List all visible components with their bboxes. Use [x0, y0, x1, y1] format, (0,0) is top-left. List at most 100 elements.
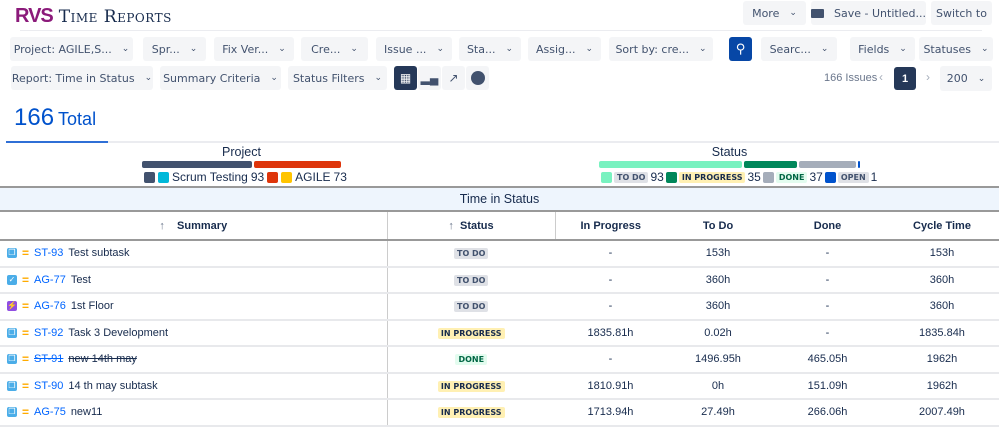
filter-dropdown[interactable]: Spr... ⌄ — [143, 37, 206, 61]
status-bar-segment — [743, 161, 798, 168]
to-do-time: 27.49h — [666, 399, 770, 427]
status-lozenge: DONE — [455, 354, 488, 366]
next-page-icon[interactable]: › — [926, 70, 930, 84]
search-filter-label: Searc... — [769, 42, 811, 56]
chevron-down-icon: ⌄ — [820, 44, 829, 54]
in-progress-time: - — [555, 293, 666, 321]
in-progress-time: 1835.81h — [555, 319, 666, 347]
priority-medium-icon: = — [22, 272, 30, 287]
subtask-type-icon: ❐ — [7, 327, 17, 338]
table-row[interactable]: ✓ = AG-77 Test TO DO - 360h - 360h — [0, 266, 999, 294]
project-name: Scrum Testing — [172, 170, 248, 184]
legend-swatch — [601, 171, 612, 183]
more-button[interactable]: More ⌄ — [743, 1, 806, 25]
col-status[interactable]: ↑ Status — [387, 211, 556, 241]
issue-key-link[interactable]: ST-90 — [34, 379, 64, 392]
switch-to-button[interactable]: Switch to — [931, 1, 992, 25]
prev-page-icon[interactable]: ‹ — [879, 70, 883, 84]
col-done[interactable]: Done — [770, 211, 885, 241]
search-icon: ⚲ — [735, 41, 746, 57]
status-filters-dropdown[interactable]: Status Filters ⌄ — [288, 66, 387, 90]
issue-key-link[interactable]: ST-91 — [34, 353, 64, 366]
priority-medium-icon: = — [22, 325, 30, 340]
col-summary[interactable]: ↑ Summary — [0, 211, 388, 241]
done-time: - — [770, 319, 885, 347]
epic-type-icon: ⚡ — [7, 301, 17, 312]
issue-summary: new 14th may — [68, 353, 137, 366]
legend-swatch — [267, 171, 279, 183]
issue-summary: Test — [70, 273, 91, 286]
issue-key-link[interactable]: ST-92 — [34, 326, 64, 339]
col-to-do[interactable]: To Do — [666, 211, 770, 241]
issue-key-link[interactable]: AG-75 — [34, 406, 66, 419]
col-status-label: Status — [460, 219, 494, 232]
to-do-time: 360h — [666, 266, 770, 294]
to-do-time: 0h — [666, 372, 770, 400]
issue-key-link[interactable]: AG-77 — [34, 273, 66, 286]
chevron-down-icon: ⌄ — [144, 73, 153, 83]
filter-dropdown[interactable]: Assig... ⌄ — [528, 37, 601, 61]
priority-medium-icon: = — [22, 405, 30, 420]
current-page[interactable]: 1 — [894, 67, 916, 90]
summary-criteria-dropdown[interactable]: Summary Criteria ⌄ — [160, 66, 281, 90]
status-bar-segment — [799, 161, 856, 168]
chevron-down-icon: ⌄ — [789, 8, 797, 18]
table-row[interactable]: ❐ = AG-75 new11 IN PROGRESS 1713.94h 27.49h… — [0, 399, 999, 427]
cycle-time: 1962h — [885, 346, 999, 374]
statuses-dropdown[interactable]: Statuses ⌄ — [919, 37, 993, 61]
save-button[interactable]: Save - Untitled... — [811, 1, 926, 25]
filter-dropdown[interactable]: Issue ... ⌄ — [376, 37, 452, 61]
table-row[interactable]: ⚡ = AG-76 1st Floor TO DO - 360h - 360h — [0, 293, 999, 321]
col-summary-label: Summary — [177, 219, 228, 232]
total-tab[interactable]: 166 Total — [14, 104, 96, 132]
table-row[interactable]: ❐ = ST-93 Test subtask TO DO - 153h - 153h — [0, 240, 999, 268]
report-dropdown[interactable]: Report: Time in Status ⌄ — [11, 66, 153, 90]
filter-dropdown[interactable]: Cre... ⌄ — [301, 37, 368, 61]
table-row[interactable]: ❐ = ST-91 new 14th may DONE - 1496.95h 465.… — [0, 346, 999, 374]
issue-summary: 1st Floor — [70, 300, 114, 313]
status-summary-title: Status — [711, 145, 748, 159]
col-in-progress[interactable]: In Progress — [555, 211, 666, 241]
chevron-down-icon: ⌄ — [374, 73, 383, 83]
priority-medium-icon: = — [22, 352, 30, 367]
to-do-time: 0.02h — [666, 319, 770, 347]
table-row[interactable]: ❐ = ST-90 14 th may subtask IN PROGRESS 181… — [0, 372, 999, 400]
task-type-icon: ✓ — [7, 274, 17, 285]
statuses-label: Statuses — [923, 42, 971, 56]
chevron-down-icon: ⌄ — [899, 44, 907, 54]
issue-summary: Task 3 Development — [68, 326, 169, 339]
filter-dropdown[interactable]: Fix Ver... ⌄ — [214, 37, 294, 61]
per-page-select[interactable]: 200 ⌄ — [940, 66, 992, 91]
table-row[interactable]: ❐ = ST-92 Task 3 Development IN PROGRESS 18… — [0, 319, 999, 347]
project-summary-title: Project — [222, 145, 261, 159]
subtask-type-icon: ❐ — [7, 248, 17, 259]
filter-dropdown[interactable]: Sort by: cre... ⌄ — [609, 37, 713, 61]
status-lozenge: DONE — [775, 171, 808, 183]
to-do-time: 360h — [666, 293, 770, 321]
app-title: Time Reports — [58, 6, 172, 27]
issue-summary: Test subtask — [68, 247, 130, 260]
legend-swatch — [665, 171, 677, 183]
search-filter-dropdown[interactable]: Searc... ⌄ — [761, 37, 837, 61]
filter-label: Spr... — [151, 42, 180, 56]
grid-view-icon[interactable]: ▦ — [394, 66, 417, 90]
in-progress-time: 1713.94h — [555, 399, 666, 427]
clock-icon[interactable] — [466, 66, 489, 90]
subtask-type-icon: ❐ — [7, 380, 17, 391]
line-chart-icon[interactable]: ↗ — [442, 66, 465, 90]
search-button[interactable]: ⚲ — [729, 37, 752, 61]
status-lozenge: OPEN — [837, 171, 869, 183]
filter-dropdown[interactable]: Sta... ⌄ — [459, 37, 521, 61]
in-progress-time: - — [555, 240, 666, 268]
issue-key-link[interactable]: AG-76 — [34, 300, 66, 313]
subtask-type-icon: ❐ — [7, 354, 17, 365]
status-lozenge: IN PROGRESS — [437, 407, 505, 419]
bar-chart-icon[interactable]: ▂▄ — [418, 66, 441, 90]
fields-dropdown[interactable]: Fields ⌄ — [850, 37, 915, 61]
status-lozenge: IN PROGRESS — [437, 380, 505, 392]
priority-medium-icon: = — [22, 378, 30, 393]
col-cycle-time[interactable]: Cycle Time — [885, 211, 999, 241]
issue-key-link[interactable]: ST-93 — [34, 247, 64, 260]
filter-dropdown[interactable]: Project: AGILE,S... ⌄ — [10, 37, 133, 61]
time-in-status-table: Time in Status ↑ Summary ↑ Status In Pro… — [0, 186, 999, 427]
